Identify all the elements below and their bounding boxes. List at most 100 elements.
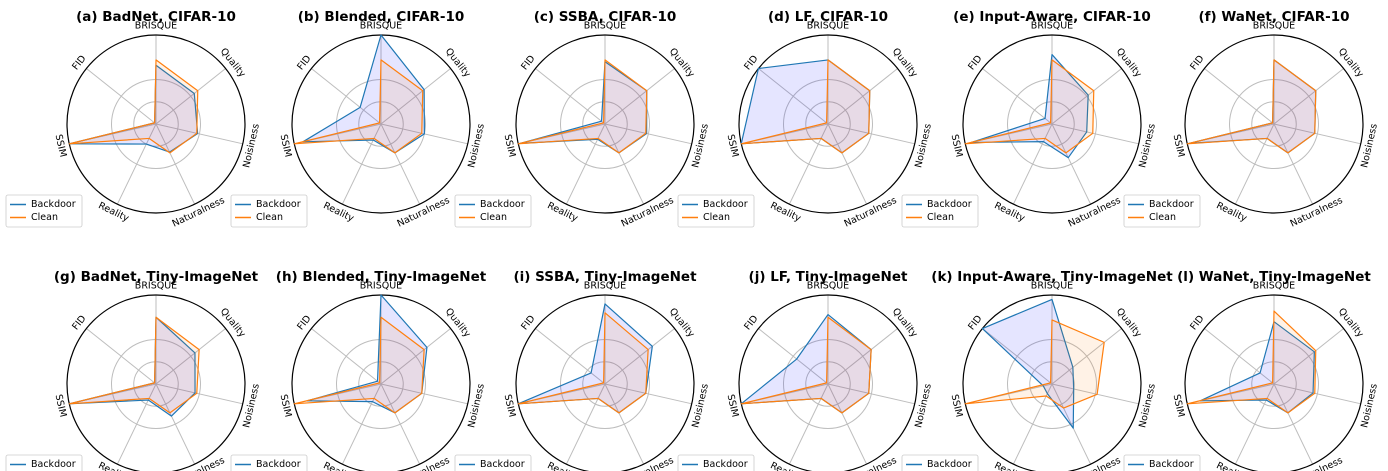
series-clean-polygon [68, 59, 199, 154]
axis-label-naturalness: Naturalness [171, 455, 227, 471]
chart-title: (j) LF, Tiny-ImageNet [749, 269, 908, 285]
chart-title: (b) Blended, CIFAR-10 [298, 9, 465, 25]
axis-label-reality: Reality [992, 460, 1026, 471]
legend-label-clean: Clean [256, 212, 283, 223]
axis-label-ssim: SSIM [725, 393, 741, 418]
series-clean-polygon [293, 59, 424, 154]
spoke-naturalness [604, 383, 645, 465]
spoke-naturalness [827, 383, 868, 465]
spoke-quality [604, 68, 675, 125]
legend-label-clean: Clean [1149, 212, 1176, 223]
spoke-fid [1204, 68, 1275, 125]
axis-label-naturalness: Naturalness [1067, 455, 1123, 471]
spoke-quality [1273, 68, 1344, 125]
legend-label-backdoor: Backdoor [256, 199, 301, 210]
legend-label-backdoor: Backdoor [703, 459, 748, 470]
spoke-reality [116, 383, 157, 465]
series-backdoor-polygon [306, 294, 428, 414]
legend-label-backdoor: Backdoor [927, 199, 972, 210]
chart-title: (e) Input-Aware, CIFAR-10 [953, 9, 1151, 25]
axis-label-naturalness: Naturalness [171, 195, 227, 230]
axis-label-naturalness: Naturalness [1289, 195, 1345, 230]
axis-label-reality: Reality [768, 200, 802, 224]
spoke-fid [535, 328, 606, 385]
spoke-fid [1204, 328, 1275, 385]
spoke-noisiness [380, 383, 468, 405]
spoke-reality [341, 383, 382, 465]
chart-title: (h) Blended, Tiny-ImageNet [276, 269, 487, 285]
axis-label-reality: Reality [96, 200, 130, 224]
chart-title: (g) BadNet, Tiny-ImageNet [54, 269, 259, 285]
radar-chart-d: (d) LF, CIFAR-10BRISQUEQualityNoisinessN… [677, 9, 934, 230]
series-backdoor-polygon [970, 53, 1089, 159]
legend: Backdoor Clean [901, 194, 979, 228]
spoke-quality [1273, 328, 1344, 385]
axis-label-reality: Reality [1214, 460, 1248, 471]
axis-label-brisque: BRISQUE [360, 281, 402, 292]
radar-chart-f: (f) WaNet, CIFAR-10BRISQUEQualityNoisine… [1123, 9, 1380, 230]
axis-label-reality: Reality [321, 460, 355, 471]
spoke-naturalness [1273, 383, 1314, 465]
axis-label-quality: Quality [443, 46, 473, 80]
radar-frame [66, 294, 246, 471]
series-backdoor-polygon [302, 34, 425, 154]
chart-title: (f) WaNet, CIFAR-10 [1198, 9, 1349, 25]
series-clean-polygon [740, 316, 872, 414]
spoke-quality [604, 328, 675, 385]
legend-label-backdoor: Backdoor [703, 199, 748, 210]
spoke-noisiness [1273, 383, 1361, 405]
legend-label-backdoor: Backdoor [1149, 459, 1194, 470]
legend-label-backdoor: Backdoor [1149, 199, 1194, 210]
spoke-naturalness [1051, 123, 1092, 205]
spoke-quality [380, 328, 451, 385]
spoke-fid [535, 68, 606, 125]
series-clean-polygon [964, 319, 1105, 409]
spoke-reality [1234, 123, 1275, 205]
legend-box [901, 454, 979, 471]
spoke-naturalness [604, 123, 645, 205]
spoke-fid [758, 328, 829, 385]
radar-frame [515, 34, 695, 214]
spoke-fid [86, 328, 157, 385]
axis-label-naturalness: Naturalness [843, 455, 899, 471]
radar-frame [1184, 34, 1364, 214]
radar-chart-j: (j) LF, Tiny-ImageNetBRISQUEQualityNoisi… [677, 269, 934, 471]
legend-label-backdoor: Backdoor [31, 199, 76, 210]
spoke-quality [827, 68, 898, 125]
radar-frame [738, 294, 918, 471]
axis-label-quality: Quality [1336, 46, 1366, 80]
chart-title: (k) Input-Aware, Tiny-ImageNet [931, 269, 1173, 285]
series-clean-polygon [1186, 310, 1317, 414]
axis-label-brisque: BRISQUE [135, 281, 177, 292]
axis-label-brisque: BRISQUE [1253, 281, 1295, 292]
axis-label-ssim: SSIM [278, 133, 294, 158]
series-clean-polygon [68, 316, 200, 414]
axis-label-quality: Quality [443, 306, 473, 340]
spoke-fid [311, 328, 382, 385]
legend-label-backdoor: Backdoor [31, 459, 76, 470]
axis-label-reality: Reality [992, 200, 1026, 224]
radar-frame [962, 294, 1142, 471]
legend-box [677, 194, 755, 228]
legend-box [230, 454, 308, 471]
axis-label-brisque: BRISQUE [584, 281, 626, 292]
axis-label-quality: Quality [218, 306, 248, 340]
axis-label-quality: Quality [218, 46, 248, 80]
legend-label-backdoor: Backdoor [480, 199, 525, 210]
axis-label-reality: Reality [545, 460, 579, 471]
legend-label-clean: Clean [927, 212, 954, 223]
spoke-noisiness [1273, 123, 1361, 145]
spoke-fid [311, 68, 382, 125]
legend-box [5, 454, 83, 471]
axis-label-brisque: BRISQUE [807, 281, 849, 292]
axis-label-quality: Quality [1336, 306, 1366, 340]
legend-box [454, 454, 532, 471]
